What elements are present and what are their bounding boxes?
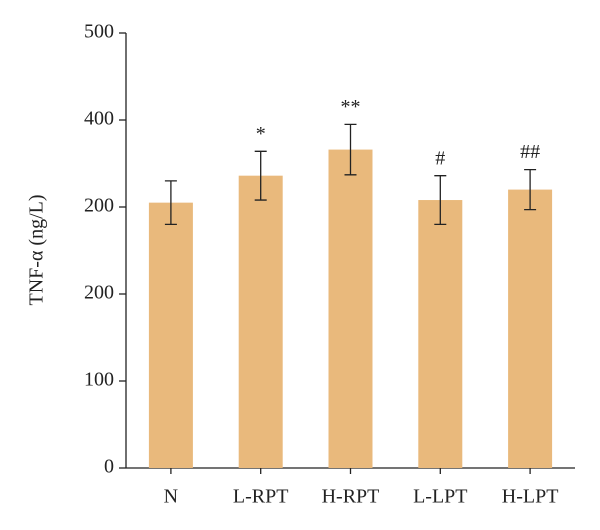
y-tick-label: 500 — [84, 21, 114, 43]
bar — [328, 149, 373, 468]
significance-label: # — [435, 147, 445, 169]
significance-label: ** — [341, 96, 361, 118]
error-bar — [164, 180, 177, 226]
y-tick-label: 0 — [104, 456, 114, 478]
x-tick-label: H-LPT — [502, 486, 559, 508]
x-tick-label: L-LPT — [413, 486, 467, 508]
bar — [418, 200, 463, 469]
bar — [148, 202, 193, 468]
error-bar — [254, 150, 267, 201]
error-bar — [344, 123, 357, 176]
significance-label: ## — [520, 141, 540, 163]
y-tick-label: 400 — [84, 108, 114, 130]
error-bar — [434, 175, 447, 226]
y-tick-label: 200 — [84, 195, 114, 217]
y-tick-label: 200 — [84, 282, 114, 304]
x-tick-label: H-RPT — [322, 486, 380, 508]
x-tick-label: N — [164, 486, 178, 508]
y-axis-label: TNF-α (ng/L) — [26, 194, 48, 305]
bar — [238, 175, 283, 468]
bar — [508, 189, 553, 468]
y-tick-label: 100 — [84, 369, 114, 391]
significance-label: * — [256, 123, 266, 145]
x-tick-label: L-RPT — [233, 486, 289, 508]
error-bar — [524, 168, 537, 211]
